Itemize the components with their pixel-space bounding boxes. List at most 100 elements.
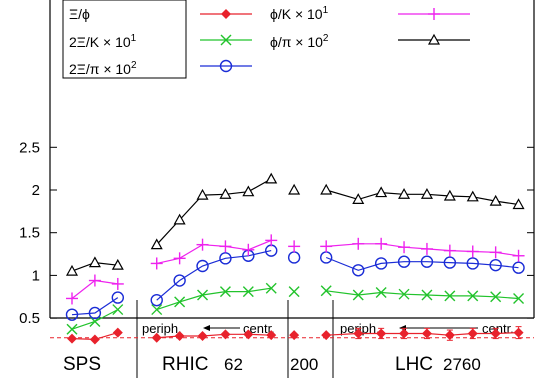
data-point bbox=[376, 328, 387, 339]
data-point bbox=[65, 308, 79, 321]
data-point bbox=[66, 292, 78, 305]
series-line bbox=[325, 256, 519, 271]
data-point bbox=[67, 333, 77, 344]
data-point bbox=[243, 329, 254, 340]
data-point bbox=[88, 256, 101, 268]
data-point bbox=[443, 244, 456, 257]
data-point bbox=[466, 257, 479, 270]
data-point bbox=[88, 274, 101, 287]
data-point bbox=[512, 249, 525, 262]
group-number-rhic: 62 bbox=[224, 355, 243, 374]
data-point bbox=[352, 264, 365, 277]
y-tick-label: 1.5 bbox=[19, 225, 40, 242]
legend-label: Ξ/ϕ bbox=[69, 6, 90, 22]
data-point bbox=[111, 291, 125, 304]
data-point bbox=[397, 255, 411, 268]
legend-label-exponent: 2 bbox=[131, 60, 137, 71]
legend-entry-1: 2Ξ/K × 101 bbox=[69, 33, 252, 50]
legend-swatch-marker bbox=[427, 33, 441, 45]
data-point bbox=[196, 238, 209, 251]
data-point bbox=[173, 252, 186, 265]
data-point bbox=[513, 327, 524, 338]
data-point bbox=[443, 256, 457, 269]
data-point bbox=[288, 240, 301, 253]
data-point bbox=[375, 186, 388, 198]
data-point bbox=[66, 323, 78, 335]
data-point bbox=[490, 291, 502, 303]
data-point bbox=[111, 258, 124, 270]
legend-entry-3: ϕ/K × 101 bbox=[270, 5, 470, 22]
data-point bbox=[353, 328, 364, 339]
plot-frame bbox=[49, 0, 535, 319]
y-axis: 0.5 1 1.5 2 2.5 bbox=[19, 139, 534, 327]
data-point bbox=[398, 288, 410, 300]
group-dividers bbox=[136, 300, 334, 378]
data-point bbox=[265, 244, 278, 257]
data-point bbox=[288, 183, 301, 195]
rhic-arrow-head bbox=[203, 325, 210, 331]
data-point bbox=[375, 286, 387, 298]
series-layer bbox=[65, 172, 525, 345]
data-point bbox=[151, 304, 163, 316]
data-point bbox=[466, 245, 479, 258]
series-line bbox=[156, 239, 272, 264]
data-point bbox=[219, 240, 232, 253]
data-point bbox=[398, 241, 411, 254]
data-point bbox=[196, 259, 209, 273]
data-point bbox=[151, 332, 162, 343]
data-point bbox=[352, 193, 365, 204]
data-point bbox=[467, 290, 479, 302]
group-number-200: 200 bbox=[290, 355, 318, 374]
data-point bbox=[219, 286, 231, 298]
series-line bbox=[71, 297, 119, 316]
data-point bbox=[513, 292, 525, 304]
legend-label-base: 2Ξ/π × 10 bbox=[69, 61, 131, 77]
data-point bbox=[173, 213, 186, 225]
y-tick-label: 2.5 bbox=[19, 139, 40, 156]
data-point bbox=[421, 289, 433, 301]
data-point bbox=[320, 240, 333, 253]
data-point bbox=[219, 188, 232, 199]
data-point bbox=[444, 290, 456, 302]
data-point bbox=[242, 243, 255, 256]
data-point bbox=[220, 329, 231, 340]
data-point bbox=[265, 234, 278, 247]
data-point bbox=[443, 189, 456, 201]
data-point bbox=[197, 289, 209, 301]
data-point bbox=[320, 285, 332, 297]
y-tick-label: 0.5 bbox=[19, 310, 40, 327]
legend-label-exponent: 1 bbox=[131, 33, 137, 44]
series-1 bbox=[66, 282, 525, 335]
data-point bbox=[512, 261, 525, 274]
data-point bbox=[242, 286, 254, 298]
legend-swatch-marker bbox=[220, 34, 232, 46]
series-2 bbox=[65, 244, 525, 321]
data-point bbox=[265, 282, 277, 294]
data-point bbox=[219, 252, 232, 265]
legend-entry-4: ϕ/π × 102 bbox=[270, 33, 470, 50]
group-label-rhic: RHIC bbox=[162, 354, 208, 375]
data-point bbox=[112, 304, 124, 316]
data-point bbox=[467, 328, 478, 339]
series-line bbox=[156, 287, 272, 311]
data-point bbox=[111, 277, 124, 290]
series-4 bbox=[65, 172, 525, 276]
legend-label-base: ϕ/K × 10 bbox=[270, 6, 323, 22]
data-point bbox=[489, 258, 502, 272]
legend-label: 2Ξ/π × 102 bbox=[69, 60, 137, 77]
data-point bbox=[197, 331, 208, 342]
y-tick-label: 2 bbox=[32, 182, 40, 199]
data-point bbox=[89, 334, 100, 345]
legend-label: ϕ/K × 101 bbox=[270, 5, 329, 22]
group-label-sps: SPS bbox=[63, 354, 101, 375]
group-number-lhc: 2760 bbox=[443, 355, 481, 374]
series-0 bbox=[67, 326, 524, 345]
legend-label-exponent: 1 bbox=[323, 5, 329, 16]
data-point bbox=[174, 296, 186, 308]
legend-label-base: ϕ/π × 10 bbox=[270, 34, 323, 50]
data-point bbox=[375, 237, 388, 250]
energy-group-labels: SPS RHIC 62 200 LHC 2760 bbox=[63, 354, 481, 375]
data-point bbox=[421, 328, 432, 339]
